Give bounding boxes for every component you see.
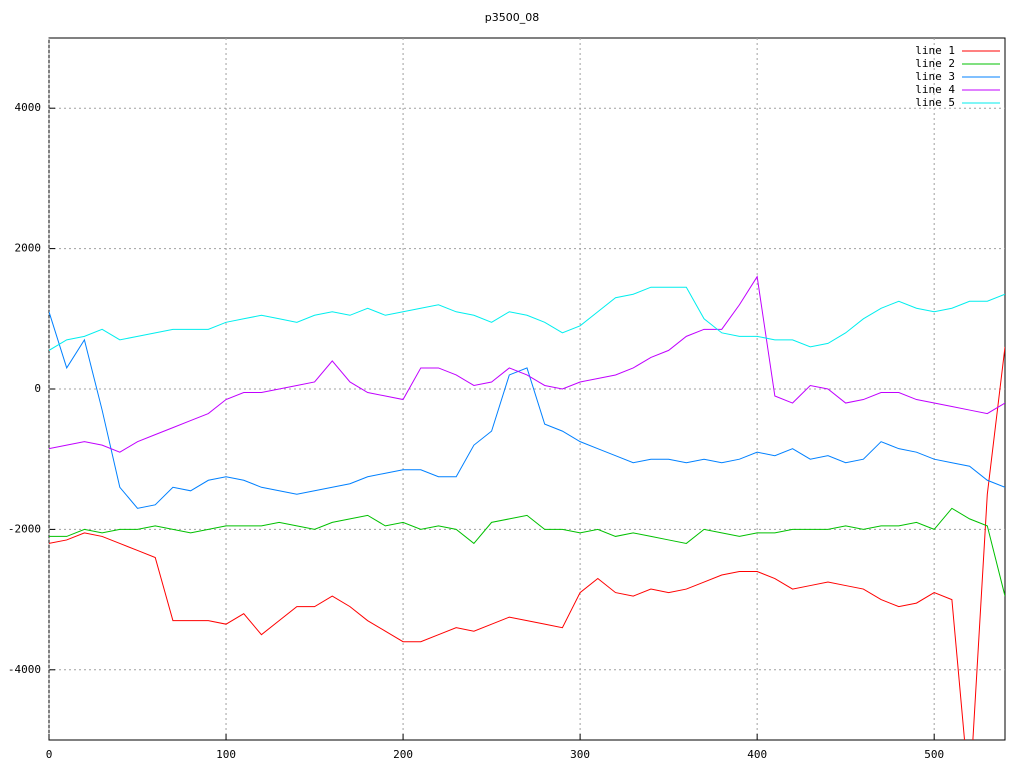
- legend-label: line 3: [915, 70, 955, 83]
- chart-title: p3500_08: [485, 11, 539, 24]
- data-line: [49, 275, 1005, 453]
- data-line: [49, 507, 1005, 597]
- legend-label: line 1: [915, 44, 955, 57]
- legend-label: line 4: [915, 83, 955, 96]
- y-tick-label: -2000: [8, 522, 41, 535]
- data-line: [49, 311, 1005, 509]
- x-tick-label: 0: [46, 748, 53, 761]
- plot-border: [48, 37, 1006, 741]
- x-tick-label: 500: [924, 748, 944, 761]
- legend-label: line 5: [915, 96, 955, 109]
- y-tick-label: 2000: [15, 242, 42, 255]
- legend-label: line 2: [915, 57, 955, 70]
- x-tick-label: 200: [393, 748, 413, 761]
- y-tick-label: -4000: [8, 663, 41, 676]
- x-tick-label: 100: [216, 748, 236, 761]
- x-tick-label: 300: [570, 748, 590, 761]
- data-line: [49, 346, 1005, 740]
- x-tick-label: 400: [747, 748, 767, 761]
- y-tick-label: 4000: [15, 101, 42, 114]
- y-tick-label: 0: [34, 382, 41, 395]
- data-line: [49, 286, 1005, 351]
